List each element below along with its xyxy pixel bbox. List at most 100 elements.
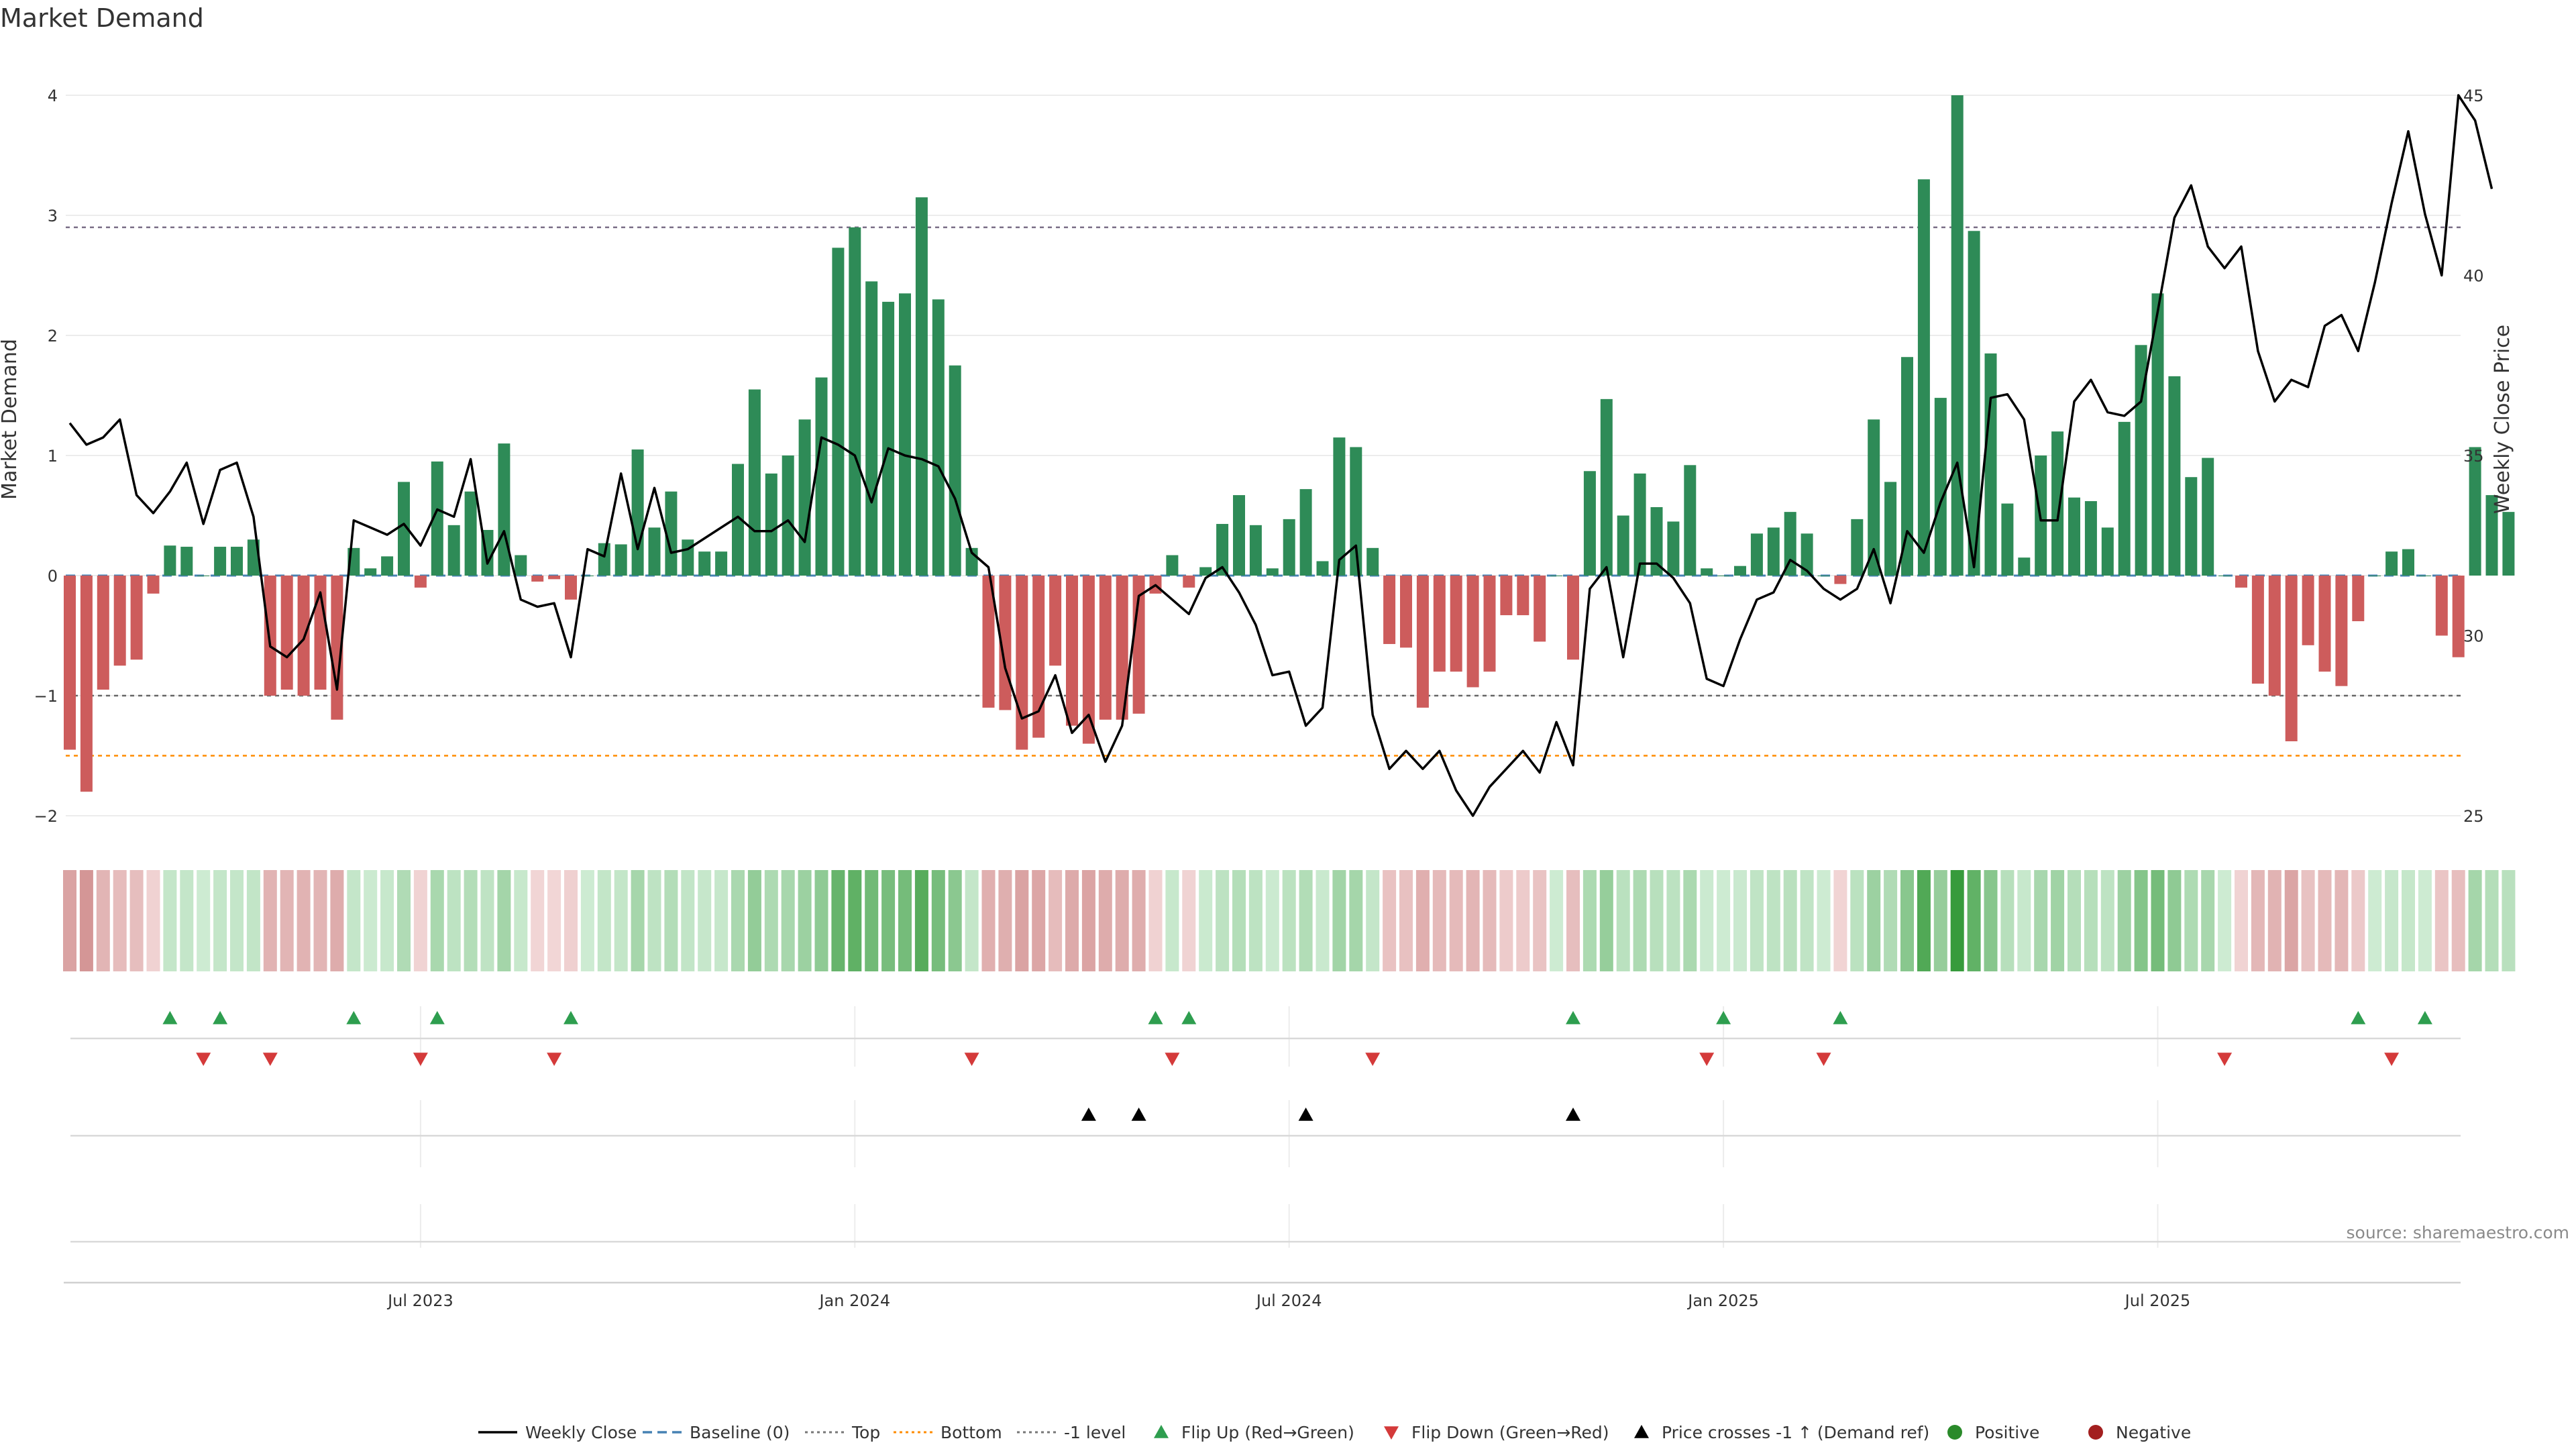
demand-bar bbox=[1567, 576, 1579, 660]
demand-bar bbox=[1316, 561, 1329, 576]
demand-bar bbox=[231, 547, 243, 576]
heat-cell bbox=[146, 870, 160, 971]
heat-cell bbox=[280, 870, 294, 971]
demand-bar bbox=[1266, 568, 1279, 576]
heat-cell bbox=[2151, 870, 2165, 971]
left-tick-label: −2 bbox=[34, 807, 58, 826]
left-tick-label: 2 bbox=[48, 327, 58, 345]
demand-bar bbox=[932, 299, 945, 576]
heat-cell bbox=[2402, 870, 2415, 971]
demand-bar bbox=[1483, 576, 1496, 672]
heat-cell bbox=[2502, 870, 2516, 971]
legend-item: -1 level bbox=[1017, 1423, 1126, 1442]
flip-markers-panel bbox=[70, 1011, 2461, 1066]
heat-cell bbox=[1533, 870, 1547, 971]
legend-item: Bottom bbox=[894, 1423, 1002, 1442]
flip-up-marker bbox=[213, 1011, 228, 1024]
demand-bar bbox=[2502, 512, 2515, 576]
price-cross-marker bbox=[1298, 1108, 1313, 1121]
demand-bar bbox=[1684, 465, 1697, 576]
demand-bar bbox=[2318, 576, 2331, 672]
heat-cell bbox=[814, 870, 828, 971]
demand-bar bbox=[2402, 549, 2414, 576]
heat-cell bbox=[1917, 870, 1931, 971]
heat-cell bbox=[1933, 870, 1947, 971]
heat-cell bbox=[113, 870, 127, 971]
heat-cell bbox=[1650, 870, 1664, 971]
demand-bar bbox=[832, 248, 845, 576]
heat-cell bbox=[63, 870, 76, 971]
demand-bar bbox=[548, 576, 561, 580]
demand-bar bbox=[2202, 458, 2214, 576]
heat-cell bbox=[1499, 870, 1513, 971]
demand-bar bbox=[1183, 576, 1195, 588]
heat-cell bbox=[1182, 870, 1196, 971]
heat-cell bbox=[480, 870, 494, 971]
demand-bar bbox=[1750, 533, 1763, 576]
legend-item: Baseline (0) bbox=[643, 1423, 790, 1442]
flip-down-marker bbox=[1365, 1053, 1381, 1066]
demand-bar bbox=[1633, 473, 1646, 576]
flip-up-marker bbox=[1566, 1011, 1580, 1024]
heat-cell bbox=[364, 870, 378, 971]
heat-cell bbox=[1432, 870, 1446, 971]
heat-cell bbox=[1383, 870, 1397, 971]
demand-bar bbox=[1199, 567, 1212, 576]
demand-bar bbox=[464, 491, 477, 576]
demand-bar bbox=[2268, 576, 2281, 696]
heat-cell bbox=[1884, 870, 1898, 971]
flip-up-marker bbox=[564, 1011, 578, 1024]
demand-bar bbox=[1951, 95, 1964, 576]
heat-cell bbox=[1817, 870, 1831, 971]
flip-down-marker bbox=[196, 1053, 211, 1066]
demand-bar bbox=[431, 461, 443, 576]
right-axis-label: Weekly Close Price bbox=[2491, 325, 2514, 514]
demand-bar bbox=[2302, 576, 2314, 645]
heat-cell bbox=[998, 870, 1012, 971]
flip-down-marker bbox=[964, 1053, 979, 1066]
legend-swatch bbox=[2088, 1425, 2103, 1440]
weekly-close-polyline bbox=[68, 94, 2493, 817]
flip-up-marker bbox=[2351, 1011, 2366, 1024]
heat-cell bbox=[1282, 870, 1296, 971]
demand-bar bbox=[732, 464, 744, 576]
legend-label: Weekly Close bbox=[525, 1423, 637, 1442]
demand-bar bbox=[2051, 431, 2064, 576]
heat-cell bbox=[297, 870, 311, 971]
left-tick-label: −1 bbox=[34, 687, 58, 706]
demand-bar bbox=[2335, 576, 2348, 686]
demand-bar bbox=[2151, 293, 2164, 576]
demand-bar bbox=[1016, 576, 1028, 750]
heat-cell bbox=[781, 870, 795, 971]
heat-cell bbox=[1098, 870, 1112, 971]
heat-cell bbox=[2485, 870, 2499, 971]
heat-cell bbox=[2318, 870, 2332, 971]
heat-cell bbox=[1449, 870, 1463, 971]
heat-cell bbox=[2468, 870, 2482, 971]
demand-bar bbox=[1667, 521, 1680, 576]
right-tick-label: 45 bbox=[2463, 87, 2484, 105]
heat-cell bbox=[413, 870, 427, 971]
heat-cell bbox=[2184, 870, 2198, 971]
demand-heat-strip bbox=[63, 870, 2516, 971]
demand-bar bbox=[782, 455, 794, 576]
demand-bar bbox=[280, 576, 293, 690]
heat-cell bbox=[1015, 870, 1029, 971]
heat-cell bbox=[1750, 870, 1764, 971]
legend-swatch bbox=[1384, 1426, 1399, 1440]
demand-bar bbox=[915, 197, 928, 576]
demand-bar bbox=[1734, 566, 1746, 576]
demand-bar bbox=[214, 547, 227, 576]
demand-bar bbox=[1400, 576, 1412, 648]
heat-cell bbox=[848, 870, 862, 971]
flip-down-marker bbox=[262, 1053, 278, 1066]
heat-cell bbox=[1216, 870, 1230, 971]
demand-bar bbox=[264, 576, 276, 696]
demand-bar bbox=[2001, 503, 2014, 576]
heat-cell bbox=[2301, 870, 2315, 971]
legend-item: Flip Down (Green→Red) bbox=[1384, 1423, 1609, 1442]
demand-bar bbox=[1801, 533, 1813, 576]
flip-down-marker bbox=[1699, 1053, 1715, 1066]
demand-bar bbox=[1383, 576, 1396, 645]
demand-bar bbox=[899, 293, 911, 576]
